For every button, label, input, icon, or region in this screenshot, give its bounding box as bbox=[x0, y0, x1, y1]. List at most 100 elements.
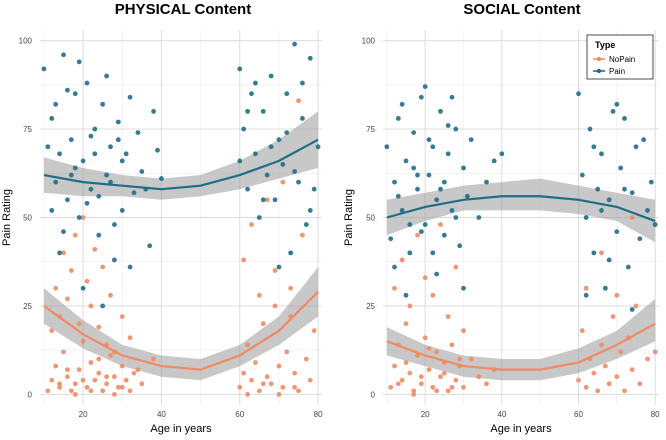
x-tick-label: 20 bbox=[421, 410, 430, 419]
pain-point bbox=[296, 179, 301, 185]
nopain-point bbox=[622, 388, 627, 394]
pain-point bbox=[53, 179, 59, 185]
nopain-point bbox=[629, 367, 635, 373]
pain-point bbox=[587, 126, 593, 132]
nopain-point bbox=[65, 296, 70, 302]
nopain-point bbox=[468, 356, 474, 362]
pain-point bbox=[159, 176, 164, 181]
nopain-point bbox=[49, 328, 55, 334]
pain-point bbox=[155, 147, 160, 153]
pain-point bbox=[49, 116, 55, 121]
pain-point bbox=[591, 250, 597, 256]
pain-point bbox=[464, 193, 470, 199]
pain-point bbox=[622, 186, 627, 192]
x-axis-label: Age in years bbox=[490, 423, 552, 435]
legend-title: Type bbox=[595, 40, 615, 50]
nopain-point bbox=[652, 349, 658, 355]
pain-point bbox=[92, 126, 98, 132]
nopain-point bbox=[595, 388, 601, 394]
pain-point bbox=[625, 264, 631, 270]
pain-point bbox=[76, 215, 82, 220]
pain-point bbox=[434, 197, 440, 203]
nopain-point bbox=[576, 377, 581, 383]
pain-point bbox=[88, 133, 94, 139]
nopain-trend-line bbox=[43, 291, 319, 371]
pain-point bbox=[415, 172, 420, 178]
nopain-point bbox=[276, 363, 282, 369]
pain-point bbox=[284, 91, 290, 97]
pain-point bbox=[256, 215, 262, 220]
nopain-point bbox=[579, 328, 585, 334]
nopain-point bbox=[80, 338, 86, 344]
nopain-point bbox=[264, 374, 270, 380]
pain-point bbox=[422, 222, 428, 227]
pain-point bbox=[499, 151, 505, 157]
x-tick-label: 40 bbox=[157, 410, 166, 419]
pain-point bbox=[637, 236, 643, 242]
nopain-point bbox=[61, 349, 66, 355]
pain-point bbox=[96, 193, 102, 199]
pain-point bbox=[403, 292, 409, 298]
pain-point bbox=[399, 101, 405, 107]
nopain-point bbox=[139, 381, 145, 387]
nopain-point bbox=[112, 391, 117, 397]
nopain-point bbox=[53, 363, 59, 369]
nopain-point bbox=[264, 197, 270, 203]
pain-point bbox=[392, 264, 397, 270]
pain-point bbox=[602, 285, 608, 291]
pain-point bbox=[449, 94, 455, 100]
nopain-point bbox=[119, 384, 125, 390]
y-axis-label: Pain Rating bbox=[1, 189, 13, 246]
nopain-point bbox=[96, 370, 102, 376]
pain-point bbox=[418, 229, 424, 235]
nopain-point bbox=[296, 98, 301, 104]
pain-point bbox=[392, 179, 397, 185]
nopain-point bbox=[422, 275, 428, 281]
nopain-point bbox=[300, 232, 305, 238]
nopain-point bbox=[599, 342, 604, 348]
pain-point bbox=[108, 144, 113, 150]
nopain-point bbox=[119, 314, 125, 319]
nopain-point bbox=[237, 384, 243, 390]
nopain-point bbox=[260, 321, 266, 327]
y-tick-label: 0 bbox=[371, 390, 376, 399]
nopain-point bbox=[119, 363, 125, 369]
pain-point bbox=[280, 162, 286, 167]
pain-point bbox=[652, 222, 658, 227]
nopain-point bbox=[65, 367, 70, 373]
nopain-point bbox=[418, 381, 424, 387]
nopain-point bbox=[441, 370, 447, 376]
nopain-point bbox=[84, 278, 90, 284]
pain-point bbox=[384, 144, 390, 150]
nopain-point bbox=[407, 370, 413, 376]
pain-point bbox=[241, 126, 247, 132]
nopain-point bbox=[645, 356, 650, 362]
pain-point bbox=[268, 144, 274, 150]
nopain-point bbox=[426, 345, 432, 351]
nopain-point bbox=[115, 384, 121, 390]
pain-point bbox=[307, 208, 313, 213]
nopain-point bbox=[614, 292, 620, 298]
nopain-point bbox=[108, 292, 113, 298]
pain-point bbox=[476, 215, 482, 220]
pain-point bbox=[88, 186, 94, 192]
x-axis-label: Age in years bbox=[150, 423, 212, 435]
nopain-point bbox=[135, 367, 141, 373]
nopain-point bbox=[453, 264, 459, 270]
pain-point bbox=[461, 285, 466, 291]
pain-point bbox=[104, 172, 109, 178]
pain-point bbox=[65, 87, 70, 93]
y-tick-label: 0 bbox=[28, 390, 33, 399]
pain-point bbox=[68, 172, 74, 178]
pain-point bbox=[264, 172, 270, 178]
pain-point bbox=[276, 137, 282, 143]
pain-point bbox=[119, 208, 125, 213]
pain-point bbox=[276, 264, 282, 270]
nopain-confidence-band bbox=[386, 298, 656, 381]
pain-point bbox=[606, 257, 612, 263]
pain-point bbox=[430, 250, 436, 256]
y-tick-label: 75 bbox=[23, 125, 32, 134]
y-tick-label: 50 bbox=[23, 214, 32, 223]
nopain-point bbox=[249, 377, 254, 383]
